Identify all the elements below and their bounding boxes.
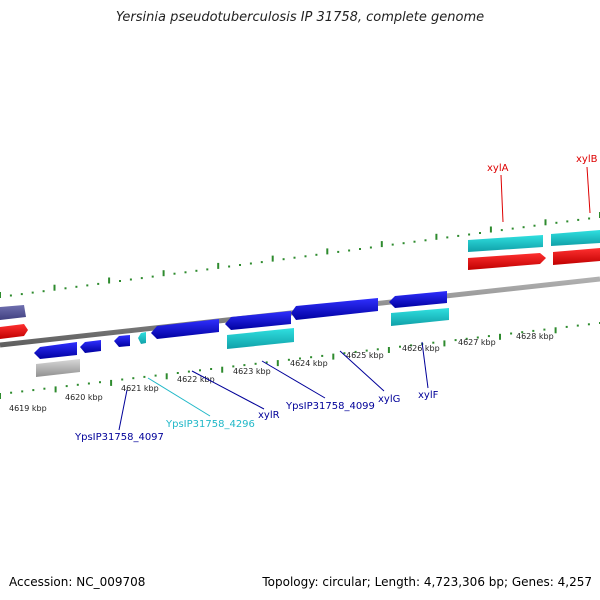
gene-label-ypsIP31758_4097: YpsIP31758_4097 <box>74 432 164 443</box>
gene-label-xylG: xylG <box>378 394 400 405</box>
cyan-block-4099 <box>227 328 294 349</box>
kbp-label: 4626 kbp <box>402 344 440 353</box>
gene-xylF-arrow <box>389 291 447 308</box>
gene-label-xylF: xylF <box>418 390 439 401</box>
kbp-label: 4628 kbp <box>516 332 554 341</box>
kbp-label: 4622 kbp <box>177 375 215 384</box>
leader-xylR <box>191 370 265 410</box>
pseudo-gene-block <box>36 359 80 377</box>
gene-ypsIP31758_4097-arrow <box>34 342 77 359</box>
kbp-label: 4623 kbp <box>233 367 271 376</box>
left-red-feature <box>0 324 28 339</box>
page-title: Yersinia pseudotuberculosis IP 31758, co… <box>115 10 485 25</box>
accession-text: Accession: NC_009708 <box>9 575 146 589</box>
gene-label-ypsIP31758_4296: YpsIP31758_4296 <box>165 419 255 430</box>
leader-xylF <box>421 341 429 389</box>
gene-xylB-arrow <box>553 248 600 265</box>
topology-text: Topology: circular; Length: 4,723,306 bp… <box>262 575 592 589</box>
gene-ypsIP31758_4296-arrow <box>138 332 146 344</box>
small-blue-gene-2 <box>114 335 130 347</box>
gene-label-xylB: xylB <box>576 154 598 165</box>
upper-tick-row <box>0 212 600 298</box>
leader-xylA <box>500 174 504 223</box>
forward-strand-features <box>0 230 600 339</box>
label-leader-lines <box>118 166 591 431</box>
leader-4099 <box>261 360 326 399</box>
gene-xylA-cyan-block <box>468 235 543 252</box>
kbp-label: 4627 kbp <box>458 338 496 347</box>
kbp-label: 4625 kbp <box>346 351 384 360</box>
gene-xylR-arrow <box>151 319 219 339</box>
small-blue-gene-1 <box>80 340 101 353</box>
gene-label-xylR: xylR <box>258 410 280 421</box>
kbp-label: 4624 kbp <box>290 359 328 368</box>
leader-4296 <box>147 377 211 417</box>
gene-ypsIP31758_4099-arrow <box>225 311 291 330</box>
left-purple-feature <box>0 305 26 320</box>
gene-xylB-cyan-block <box>551 230 600 246</box>
gene-labels: xylA xylB xylR xylG xylF YpsIP31758_4099… <box>74 154 598 443</box>
gene-xylG-arrow <box>291 298 378 320</box>
leader-xylG <box>339 350 385 392</box>
kbp-label: 4620 kbp <box>65 393 103 402</box>
leader-xylB <box>586 166 591 214</box>
gene-xylA-arrow <box>468 253 546 270</box>
cyan-block-xylF <box>391 308 449 326</box>
reverse-strand-features <box>34 291 449 377</box>
kbp-label: 4619 kbp <box>9 404 47 413</box>
kbp-label: 4621 kbp <box>121 384 159 393</box>
gene-label-ypsIP31758_4099: YpsIP31758_4099 <box>285 401 375 412</box>
gene-label-xylA: xylA <box>487 163 509 174</box>
lower-tick-row <box>0 322 600 399</box>
kbp-tick-labels: 4619 kbp 4620 kbp 4621 kbp 4622 kbp 4623… <box>9 332 554 413</box>
leader-4097 <box>118 389 128 431</box>
